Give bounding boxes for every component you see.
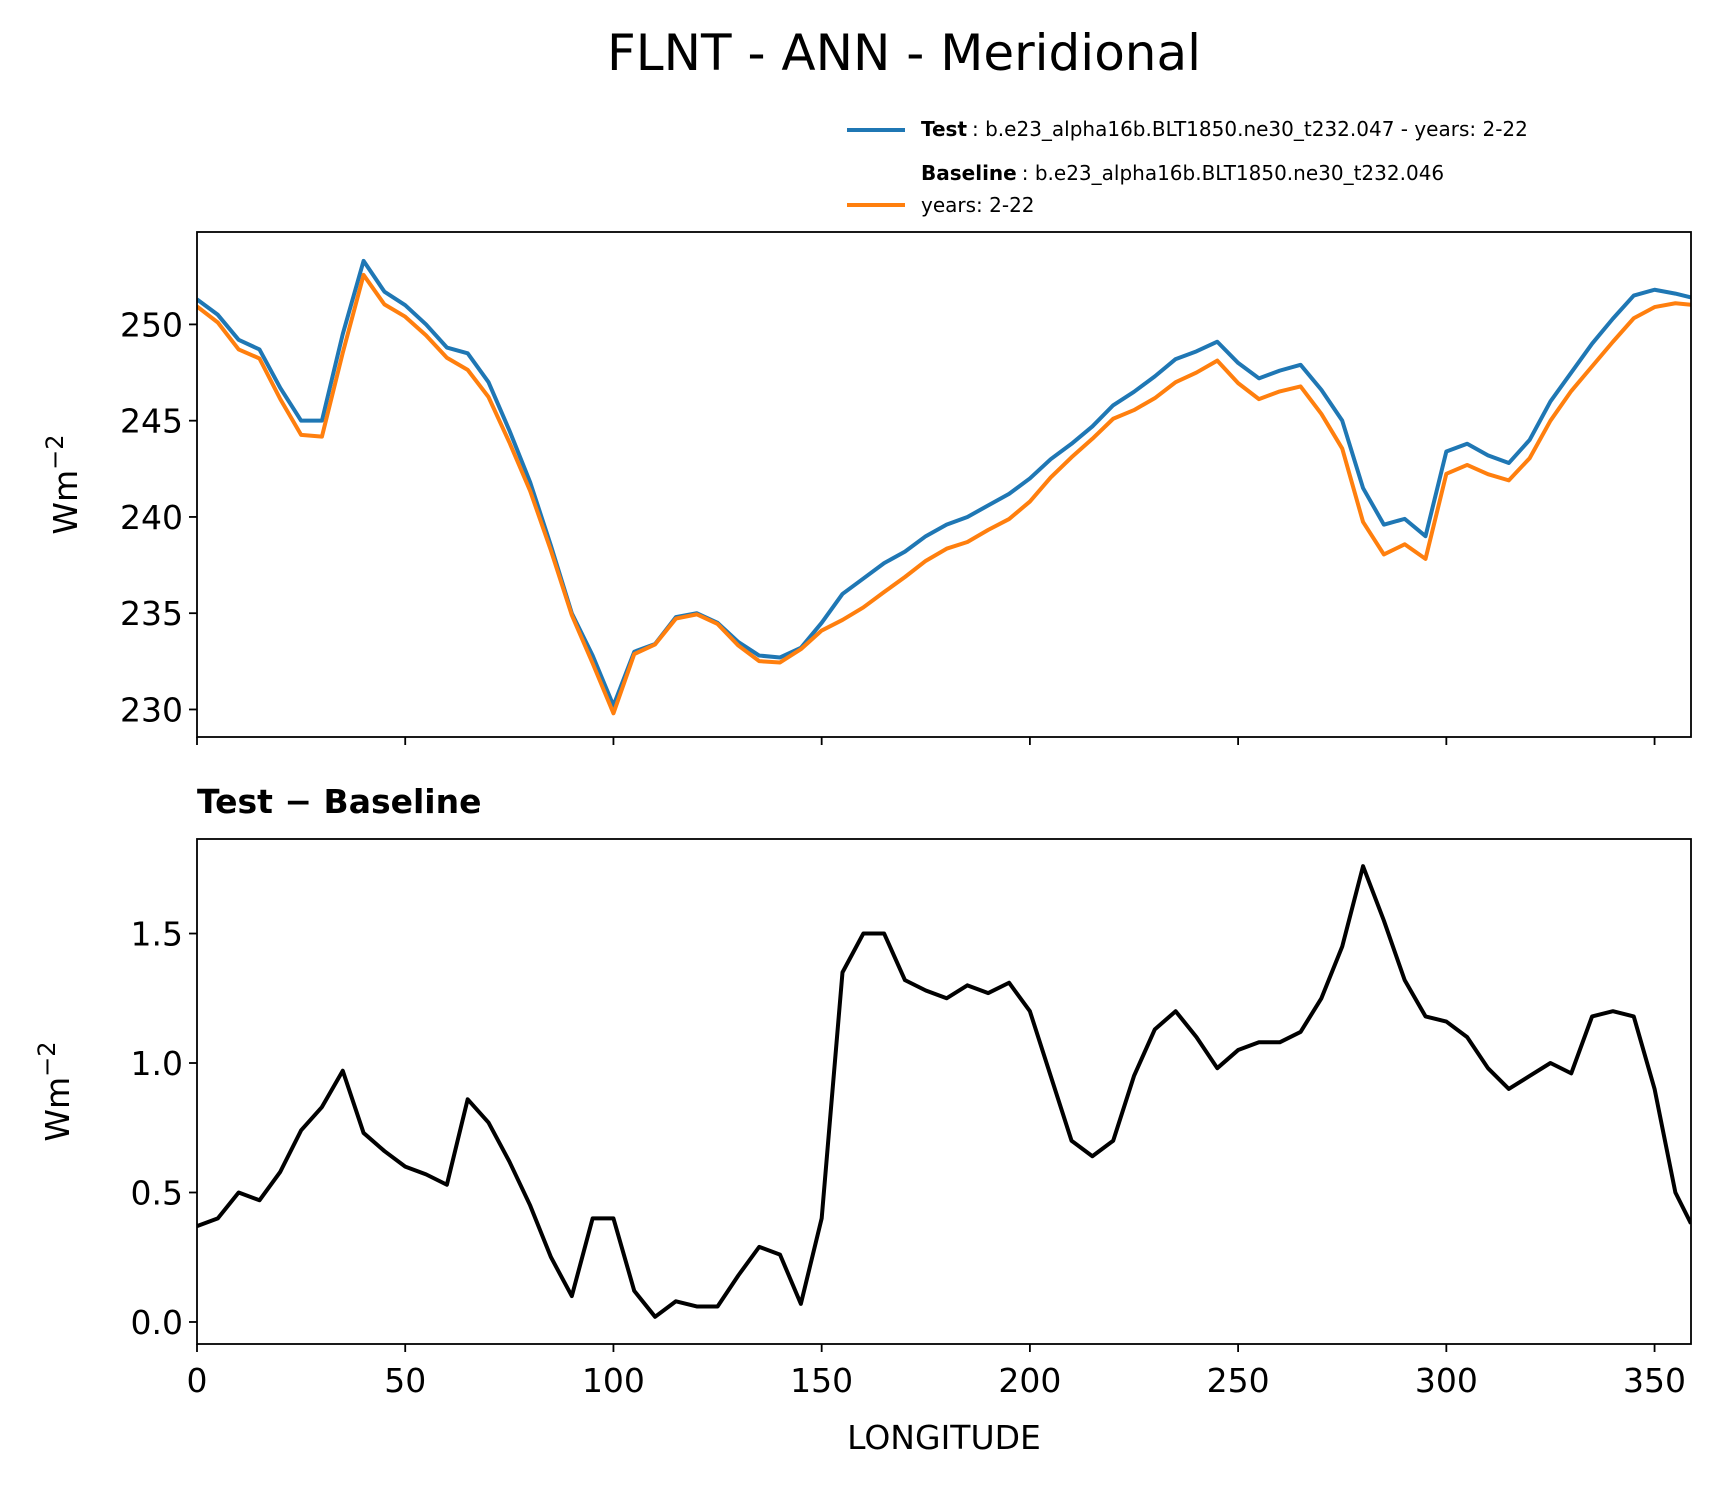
legend-entry: Test: b.e23_alpha16b.BLT1850.ne30_t232.0…	[921, 117, 1528, 141]
y-axis-label: Wm−2	[41, 434, 85, 534]
x-tick-label: 250	[1207, 1361, 1270, 1400]
legend-name: Baseline	[921, 161, 1017, 185]
data-line	[197, 258, 1691, 708]
y-tick-label: 1.5	[131, 915, 183, 954]
data-line	[197, 272, 1691, 716]
y-tick-label: 1.0	[131, 1044, 183, 1083]
legend-description: years: 2-22	[921, 193, 1035, 217]
y-tick-label: 0.5	[131, 1174, 183, 1213]
y-label-base: Wm	[38, 1077, 77, 1142]
subplot-title: Test − Baseline	[197, 782, 482, 821]
figure-title: FLNT - ANN - Meridional	[607, 24, 1201, 82]
x-tick-label: 100	[582, 1361, 645, 1400]
data-line	[197, 864, 1691, 1319]
y-tick-label: 230	[120, 690, 183, 729]
x-tick-label: 350	[1623, 1361, 1686, 1400]
y-label-exponent: −2	[33, 1041, 61, 1076]
y-axis-label: Wm−2	[33, 1041, 77, 1141]
y-tick-label: 250	[120, 305, 183, 344]
x-tick-label: 50	[384, 1361, 426, 1400]
y-tick-label: 240	[120, 498, 183, 537]
y-label-base: Wm	[46, 470, 85, 535]
y-label-exponent: −2	[41, 434, 69, 469]
x-tick-label: 0	[187, 1361, 208, 1400]
x-axis-label: LONGITUDE	[847, 1418, 1041, 1457]
legend-description: : b.e23_alpha16b.BLT1850.ne30_t232.046	[1022, 161, 1444, 185]
y-tick-label: 235	[120, 594, 183, 633]
axes-frame	[196, 231, 1692, 738]
axes-frame	[196, 838, 1692, 1345]
y-tick-label: 245	[120, 402, 183, 441]
x-tick-label: 200	[998, 1361, 1061, 1400]
legend-description: : b.e23_alpha16b.BLT1850.ne30_t232.047 -…	[972, 117, 1528, 141]
legend-entry: Baseline: b.e23_alpha16b.BLT1850.ne30_t2…	[921, 161, 1444, 185]
legend-name: Test	[921, 117, 967, 141]
x-tick-label: 150	[790, 1361, 853, 1400]
y-tick-label: 0.0	[131, 1303, 183, 1342]
x-tick-label: 300	[1415, 1361, 1478, 1400]
